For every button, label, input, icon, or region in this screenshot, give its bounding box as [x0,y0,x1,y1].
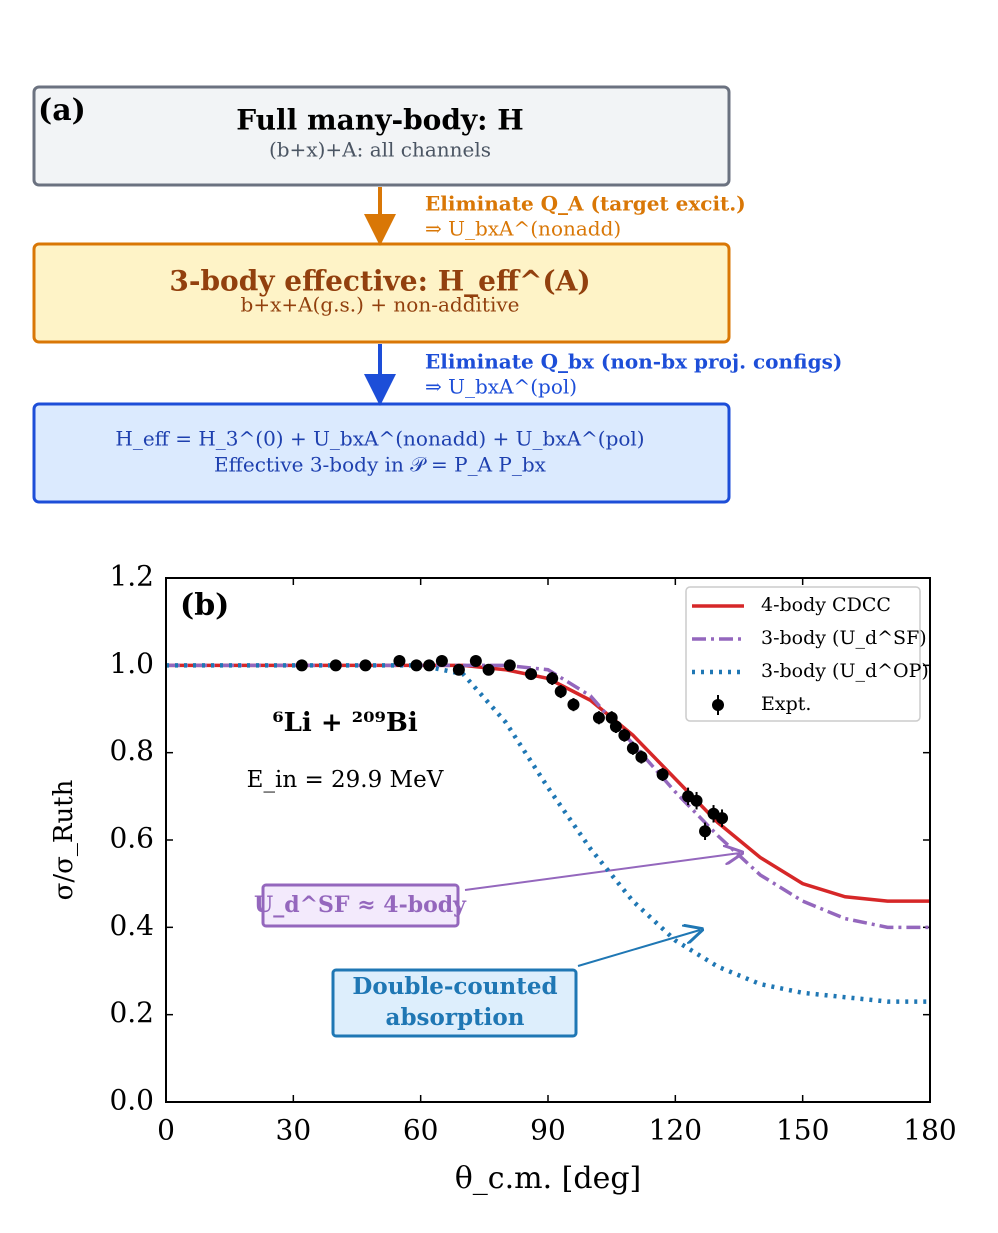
data-point [482,663,495,676]
x-tick-label: 120 [649,1114,702,1147]
series-line [166,663,930,1004]
annotation-box [331,968,578,1038]
y-tick-label: 0.0 [109,1084,154,1117]
y-axis-label: σ/σ_Ruth [49,779,79,900]
annotation: Double-counted [352,973,557,1000]
data-point [469,654,482,667]
plot-frame [165,577,931,1103]
panel-label: (b) [180,588,229,623]
annotation: U_d^SF ≈ 4-body [254,892,467,918]
y-tick-label: 1.0 [109,647,154,680]
data-point [329,659,342,672]
arrow-label: Eliminate Q_bx (non-bx proj. configs) [425,350,842,374]
annotation-box [261,883,460,928]
legend-label: Expt. [761,693,811,715]
arrow-label: Eliminate Q_A (target excit.) [425,192,746,216]
legend-label: 3-body (U_d^SF) [761,627,927,649]
data-point [525,668,538,681]
data-point [635,751,648,764]
y-tick-label: 0.8 [109,734,154,767]
data-point [656,768,669,781]
y-tick-label: 0.6 [109,822,154,855]
annotation: absorption [386,1004,525,1031]
x-tick-label: 180 [903,1114,956,1147]
data-point [393,654,406,667]
legend-label: 4-body CDCC [761,594,891,616]
data-point [452,663,465,676]
data-point [567,698,580,711]
data-point [592,711,605,724]
data-point [295,659,308,672]
data-point [435,654,448,667]
x-tick-label: 90 [530,1114,566,1147]
annotation: ⁶Li + ²⁰⁹Bi [272,708,418,738]
x-tick-label: 0 [157,1114,175,1147]
panel-label: (a) [38,93,86,128]
data-point [554,685,567,698]
x-tick-label: 60 [403,1114,439,1147]
x-tick-label: 150 [776,1114,829,1147]
annotation: E_in = 29.9 MeV [247,767,444,793]
legend-marker [712,699,724,711]
y-tick-label: 0.4 [109,909,154,942]
x-axis-label: θ_c.m. [deg] [455,1161,642,1196]
box [32,85,731,187]
data-point [546,672,559,685]
y-tick-label: 1.2 [109,560,154,593]
data-point [626,742,639,755]
x-tick-label: 30 [276,1114,312,1147]
legend-label: 3-body (U_d^OP) [761,660,929,682]
arrow-label: ⇒ U_bxA^(pol) [425,375,577,399]
y-tick-label: 0.2 [109,996,154,1029]
data-point [503,659,516,672]
data-point [690,794,703,807]
box-title: H_eff = H_3^(0) + U_bxA^(nonadd) + U_bxA… [115,427,644,451]
arrow-label: ⇒ U_bxA^(nonadd) [425,217,621,241]
box-subtitle: Effective 3-body in 𝒫 = P_A P_bx [214,453,547,477]
legend-box [685,586,921,722]
diagram: (a) Full many-body: H (b+x)+A: all chann… [32,85,842,504]
box-title: Full many-body: H [236,104,523,137]
data-point [423,659,436,672]
chart: 0 30 60 90 120 150 180 0.0 0.2 0.4 0.6 0.8 1.0 1.2 (b)… [49,560,957,1197]
data-point [359,659,372,672]
data-point [410,659,423,672]
annotation-arrow [577,930,700,967]
box-subtitle: (b+x)+A: all channels [269,138,491,162]
data-point [716,812,729,825]
data-point [699,825,712,838]
box-title: 3-body effective: H_eff^(A) [169,265,590,298]
data-point [609,720,622,733]
data-point [618,729,631,742]
box-subtitle: b+x+A(g.s.) + non-additive [241,293,520,317]
annotation-arrow [464,853,740,891]
